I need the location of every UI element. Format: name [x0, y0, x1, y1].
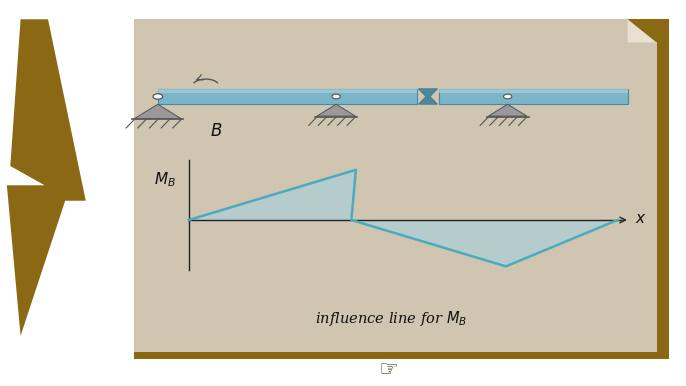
Polygon shape [418, 89, 438, 104]
Bar [134, 352, 669, 359]
Polygon shape [628, 19, 657, 42]
Polygon shape [317, 104, 355, 116]
Polygon shape [158, 89, 417, 93]
Circle shape [153, 94, 163, 99]
Bar [134, 19, 669, 359]
Circle shape [504, 94, 512, 99]
Polygon shape [134, 104, 181, 119]
Text: $B$: $B$ [210, 123, 222, 140]
Text: influence line for $M_B$: influence line for $M_B$ [315, 309, 467, 328]
Polygon shape [189, 170, 356, 220]
Polygon shape [7, 19, 86, 336]
Polygon shape [439, 89, 628, 104]
Polygon shape [439, 89, 628, 93]
Text: $x$: $x$ [635, 212, 646, 226]
Text: $M_B$: $M_B$ [154, 170, 176, 189]
Polygon shape [351, 220, 617, 266]
Polygon shape [628, 19, 657, 42]
Bar [657, 19, 669, 359]
Text: ☞: ☞ [377, 361, 398, 381]
Polygon shape [488, 104, 527, 116]
Polygon shape [158, 89, 417, 104]
Circle shape [332, 94, 340, 99]
